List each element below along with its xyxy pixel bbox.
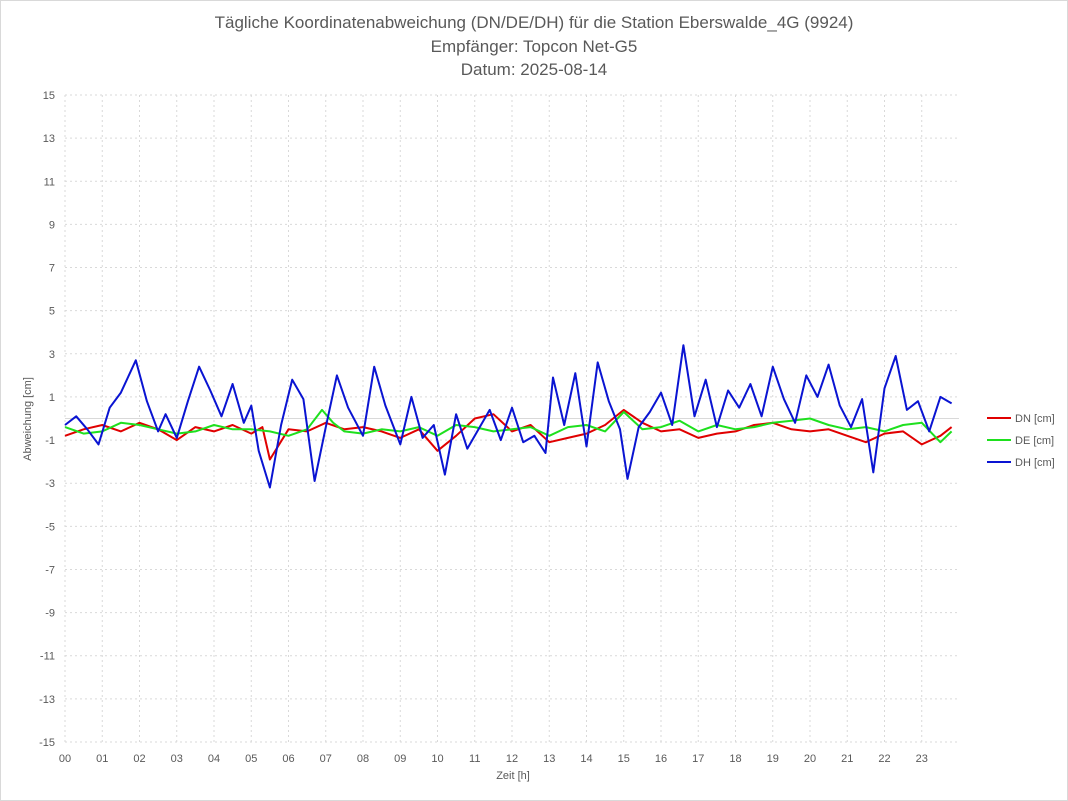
chart-date: Datum: 2025-08-14 — [460, 60, 608, 79]
x-tick-label: 22 — [878, 753, 890, 765]
x-tick-label: 18 — [729, 753, 741, 765]
x-tick-label: 13 — [543, 753, 555, 765]
x-tick-label: 21 — [841, 753, 853, 765]
y-tick-label: -5 — [45, 521, 55, 533]
x-tick-label: 01 — [96, 753, 108, 765]
y-tick-label: -9 — [45, 608, 55, 620]
x-tick-label: 11 — [469, 753, 480, 765]
legend-label: DH [cm] — [1015, 457, 1055, 469]
y-tick-label: -13 — [39, 694, 55, 706]
x-tick-labels: 00 01 02 03 04 05 06 07 08 09 10 11 12 13 14 15 16 17 18 19… — [59, 753, 928, 765]
x-tick-label: 05 — [245, 753, 257, 765]
x-tick-label: 10 — [431, 753, 443, 765]
x-tick-label: 12 — [506, 753, 518, 765]
series-line-dn — [64, 408, 953, 461]
chart-title: Tägliche Koordinatenabweichung (DN/DE/DH… — [214, 13, 854, 32]
y-tick-label: 13 — [43, 133, 55, 145]
y-tick-label: 9 — [49, 219, 55, 231]
x-tick-label: 03 — [171, 753, 183, 765]
y-tick-label: -11 — [40, 651, 55, 663]
grid-layer — [64, 94, 959, 743]
x-tick-label: 08 — [357, 753, 369, 765]
x-tick-label: 09 — [394, 753, 406, 765]
y-tick-label: 5 — [49, 306, 55, 318]
y-tick-label: 11 — [44, 176, 55, 188]
y-tick-label: -1 — [45, 435, 55, 447]
x-tick-label: 00 — [59, 753, 71, 765]
x-tick-label: 17 — [692, 753, 704, 765]
y-tick-label: 15 — [43, 90, 55, 102]
x-tick-label: 04 — [208, 753, 220, 765]
x-tick-label: 14 — [580, 753, 592, 765]
y-tick-label: 1 — [49, 392, 55, 404]
x-axis-title: Zeit [h] — [496, 770, 530, 782]
x-tick-label: 07 — [320, 753, 332, 765]
x-tick-label: 23 — [916, 753, 928, 765]
series-line-dh — [64, 344, 953, 489]
legend-label: DE [cm] — [1015, 435, 1054, 447]
x-tick-label: 06 — [282, 753, 294, 765]
series-line-de — [64, 408, 953, 444]
x-tick-label: 15 — [618, 753, 630, 765]
y-tick-label: -15 — [39, 737, 55, 749]
x-tick-label: 16 — [655, 753, 667, 765]
x-tick-label: 20 — [804, 753, 816, 765]
series-layer — [64, 344, 953, 489]
y-tick-labels: 15 13 11 9 7 5 3 1 -1 -3 -5 -7 -9 -11 -13 -15 — [39, 90, 55, 749]
y-tick-label: 7 — [49, 263, 55, 275]
legend: DN [cm] DE [cm] DH [cm] — [987, 413, 1055, 469]
y-tick-label: -7 — [45, 564, 55, 576]
y-axis-title: Abweichung [cm] — [22, 377, 34, 461]
x-tick-label: 02 — [133, 753, 145, 765]
x-tick-label: 19 — [767, 753, 779, 765]
y-tick-label: 3 — [49, 349, 55, 361]
y-tick-label: -3 — [45, 478, 55, 490]
legend-label: DN [cm] — [1015, 413, 1055, 425]
chart-subtitle: Empfänger: Topcon Net-G5 — [430, 37, 638, 56]
